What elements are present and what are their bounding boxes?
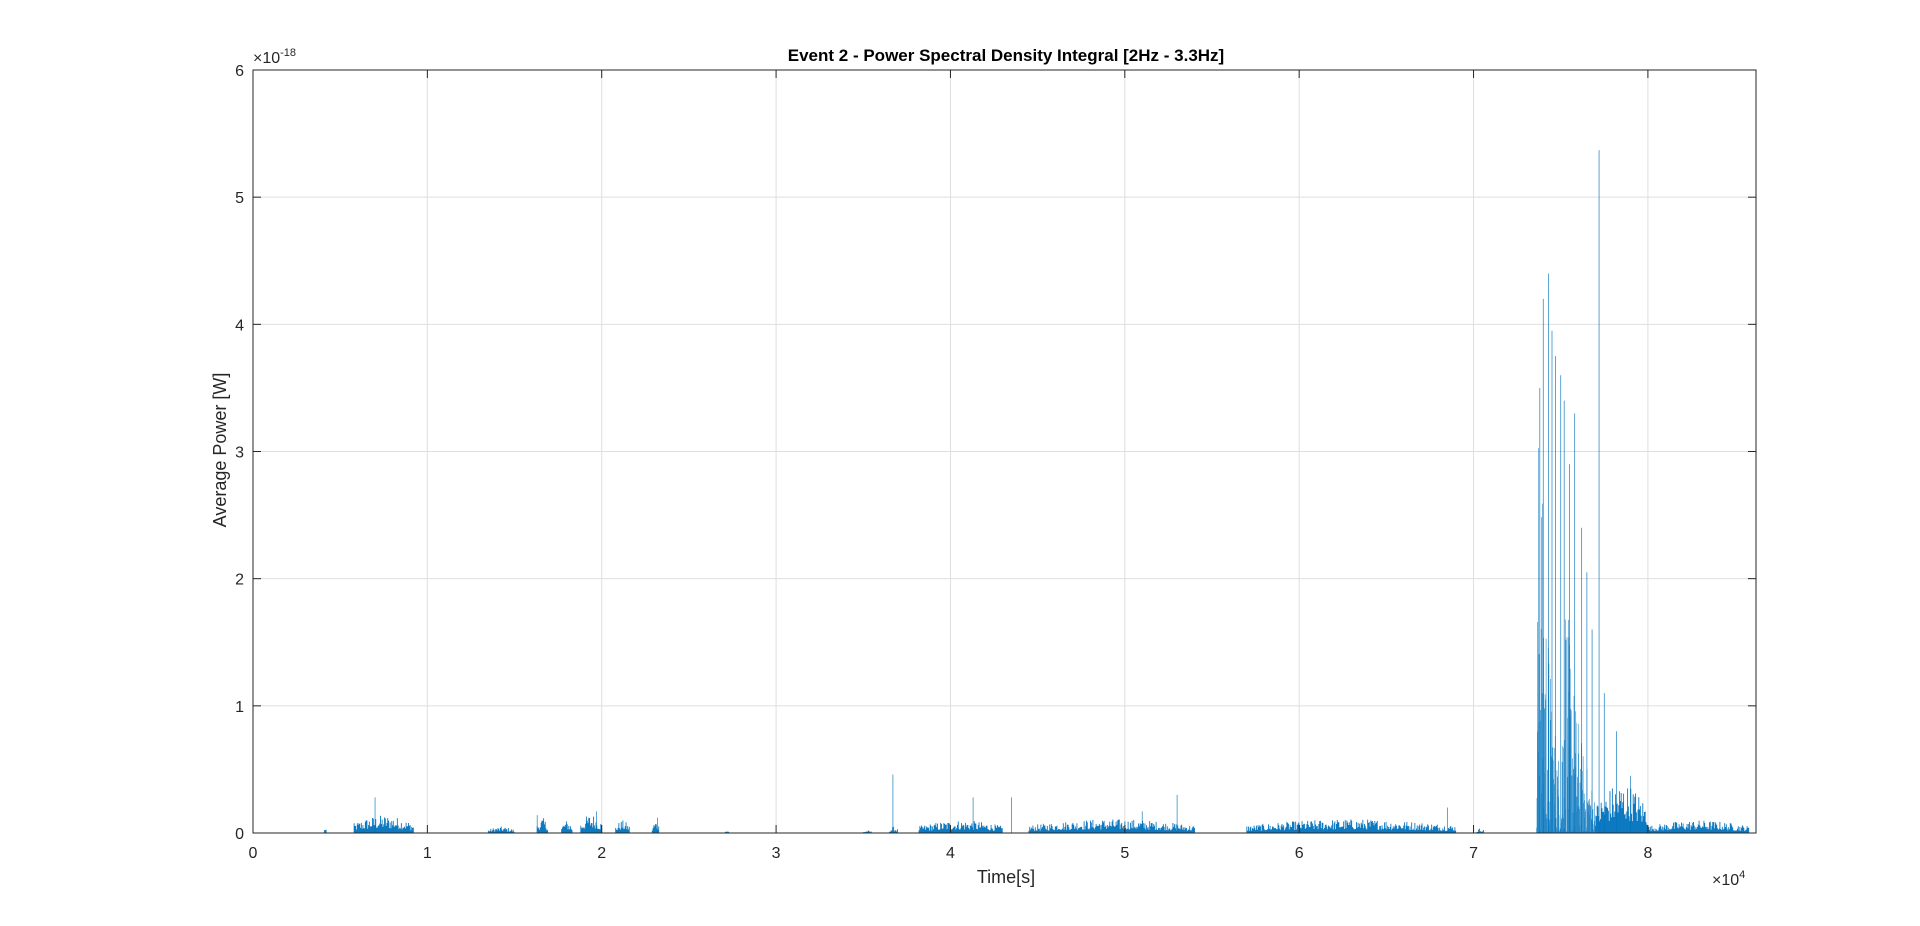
y-tick-label: 6 — [235, 63, 244, 80]
x-tick-label: 0 — [249, 845, 258, 862]
signal-burst — [1028, 819, 1195, 833]
signal-burst — [888, 826, 898, 833]
signal-burst — [561, 821, 573, 833]
signal-burst — [536, 818, 549, 833]
y-tick-label: 3 — [235, 445, 244, 462]
x-exponent-label: ×104 — [1712, 869, 1745, 889]
signal-burst — [580, 816, 603, 833]
x-tick-label: 4 — [946, 845, 955, 862]
x-tick-label: 3 — [772, 845, 781, 862]
x-exponent-base: ×10 — [1712, 872, 1739, 889]
signal-burst — [1560, 619, 1596, 833]
x-exponent-power: 4 — [1739, 869, 1745, 881]
x-axis-label: Time[s] — [977, 867, 1035, 887]
x-tick-label: 6 — [1295, 845, 1304, 862]
data-series — [324, 150, 1750, 833]
x-tick-label: 2 — [597, 845, 606, 862]
svg-text:×104: ×104 — [1712, 869, 1745, 889]
chart-title: Event 2 - Power Spectral Density Integra… — [788, 46, 1224, 65]
x-tick-label: 5 — [1120, 845, 1129, 862]
x-tick-label: 7 — [1469, 845, 1478, 862]
signal-burst — [1647, 820, 1750, 833]
y-tick-label: 4 — [235, 317, 244, 334]
x-tick-label: 8 — [1643, 845, 1652, 862]
signal-burst — [1246, 819, 1457, 833]
y-exponent-base: ×10 — [253, 50, 280, 67]
x-tick-label: 1 — [423, 845, 432, 862]
y-axis-label: Average Power [W] — [210, 373, 230, 528]
signal-burst — [918, 821, 1003, 833]
signal-burst — [1476, 828, 1484, 833]
y-tick-label: 2 — [235, 572, 244, 589]
y-tick-label: 0 — [235, 826, 244, 843]
signal-burst — [487, 826, 515, 833]
y-exponent-power: -18 — [280, 47, 296, 59]
axes: 0 1 2 3 4 5 6 7 8 0 1 2 3 4 5 6 — [235, 63, 1757, 862]
y-tick-label: 1 — [235, 699, 244, 716]
grid — [253, 70, 1756, 833]
signal-burst — [615, 820, 630, 833]
y-tick-label: 5 — [235, 190, 244, 207]
signal-burst — [1595, 788, 1649, 833]
y-exponent-label: ×10-18 — [253, 47, 296, 67]
svg-text:×10-18: ×10-18 — [253, 47, 296, 67]
signal-burst — [353, 815, 414, 833]
